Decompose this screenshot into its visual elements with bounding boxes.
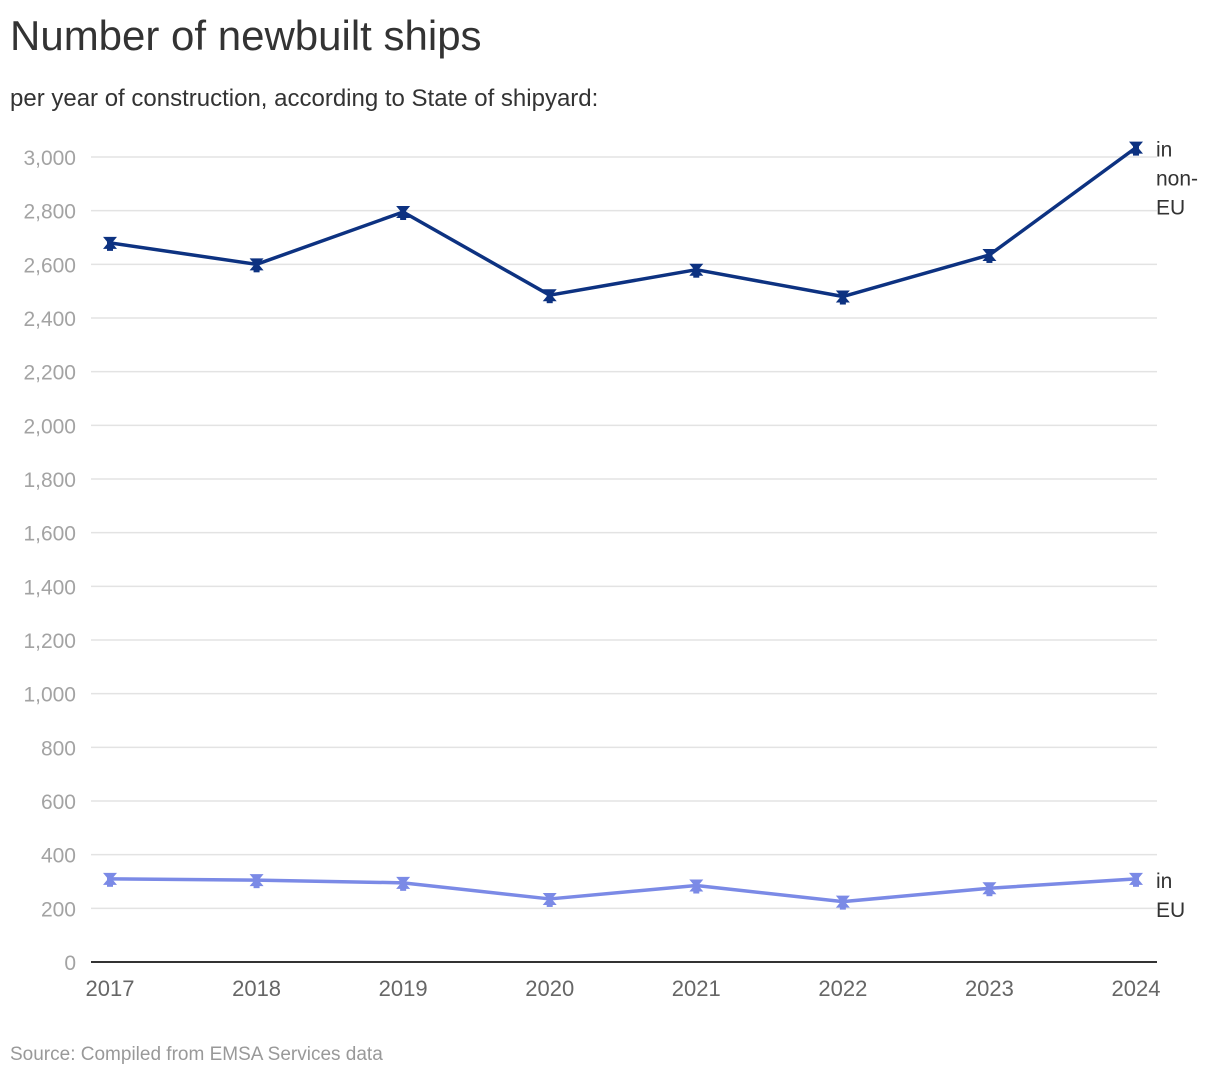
x-tick-label: 2022 <box>818 976 867 1001</box>
source-note: Source: Compiled from EMSA Services data <box>10 1044 383 1065</box>
y-tick-label: 0 <box>64 952 76 975</box>
y-tick-label: 1,600 <box>23 523 76 546</box>
x-axis: 2017 2018 2019 2020 2021 2022 2023 2024 <box>86 976 1161 1001</box>
series-label: in <box>1156 139 1172 162</box>
data-point <box>982 248 997 263</box>
data-point <box>835 895 850 910</box>
y-tick-label: 2,200 <box>23 362 76 385</box>
x-tick-label: 2023 <box>965 976 1014 1001</box>
data-point <box>689 879 704 894</box>
data-point <box>103 872 117 887</box>
y-tick-label: 1,400 <box>23 576 76 599</box>
data-point <box>103 236 117 251</box>
series-label: EU <box>1156 197 1185 220</box>
y-tick-label: 3,000 <box>23 147 76 170</box>
data-point <box>689 263 704 278</box>
series-label: EU <box>1156 899 1185 922</box>
series-group <box>103 141 1143 910</box>
chart-subtitle: per year of construction, according to S… <box>10 85 599 112</box>
x-tick-label: 2024 <box>1112 976 1161 1001</box>
y-tick-label: 2,400 <box>23 308 76 331</box>
y-tick-label: 1,000 <box>23 684 76 707</box>
y-tick-label: 200 <box>41 898 76 921</box>
x-tick-label: 2017 <box>86 976 135 1001</box>
x-tick-label: 2021 <box>672 976 721 1001</box>
data-point <box>542 892 557 907</box>
y-axis: 0 200 400 600 800 1,000 1,200 1,400 1,600 1,800 2,… <box>23 147 76 975</box>
series-line <box>109 146 1138 299</box>
series-label: in <box>1156 870 1172 893</box>
x-tick-label: 2019 <box>379 976 428 1001</box>
data-point <box>982 882 997 897</box>
series-line <box>109 877 1137 904</box>
x-tick-label: 2018 <box>232 976 281 1001</box>
data-point <box>835 290 850 305</box>
data-point <box>396 206 411 221</box>
y-tick-label: 400 <box>41 845 76 868</box>
y-tick-label: 2,000 <box>23 415 76 438</box>
data-point <box>1129 141 1143 156</box>
y-tick-label: 2,800 <box>23 201 76 224</box>
data-point <box>249 874 264 889</box>
y-tick-label: 1,200 <box>23 630 76 653</box>
grid-lines <box>91 156 1157 963</box>
y-tick-label: 1,800 <box>23 469 76 492</box>
x-tick-label: 2020 <box>525 976 574 1001</box>
data-point <box>396 876 411 891</box>
data-point <box>542 289 557 304</box>
series-label: non- <box>1156 168 1198 191</box>
y-tick-label: 2,600 <box>23 254 76 277</box>
chart-title: Number of newbuilt ships <box>10 12 482 59</box>
data-point <box>249 258 264 273</box>
series-labels: in non- EU in EU <box>1156 139 1198 922</box>
data-point <box>1129 872 1143 887</box>
y-tick-label: 800 <box>41 737 76 760</box>
y-tick-label: 600 <box>41 791 76 814</box>
